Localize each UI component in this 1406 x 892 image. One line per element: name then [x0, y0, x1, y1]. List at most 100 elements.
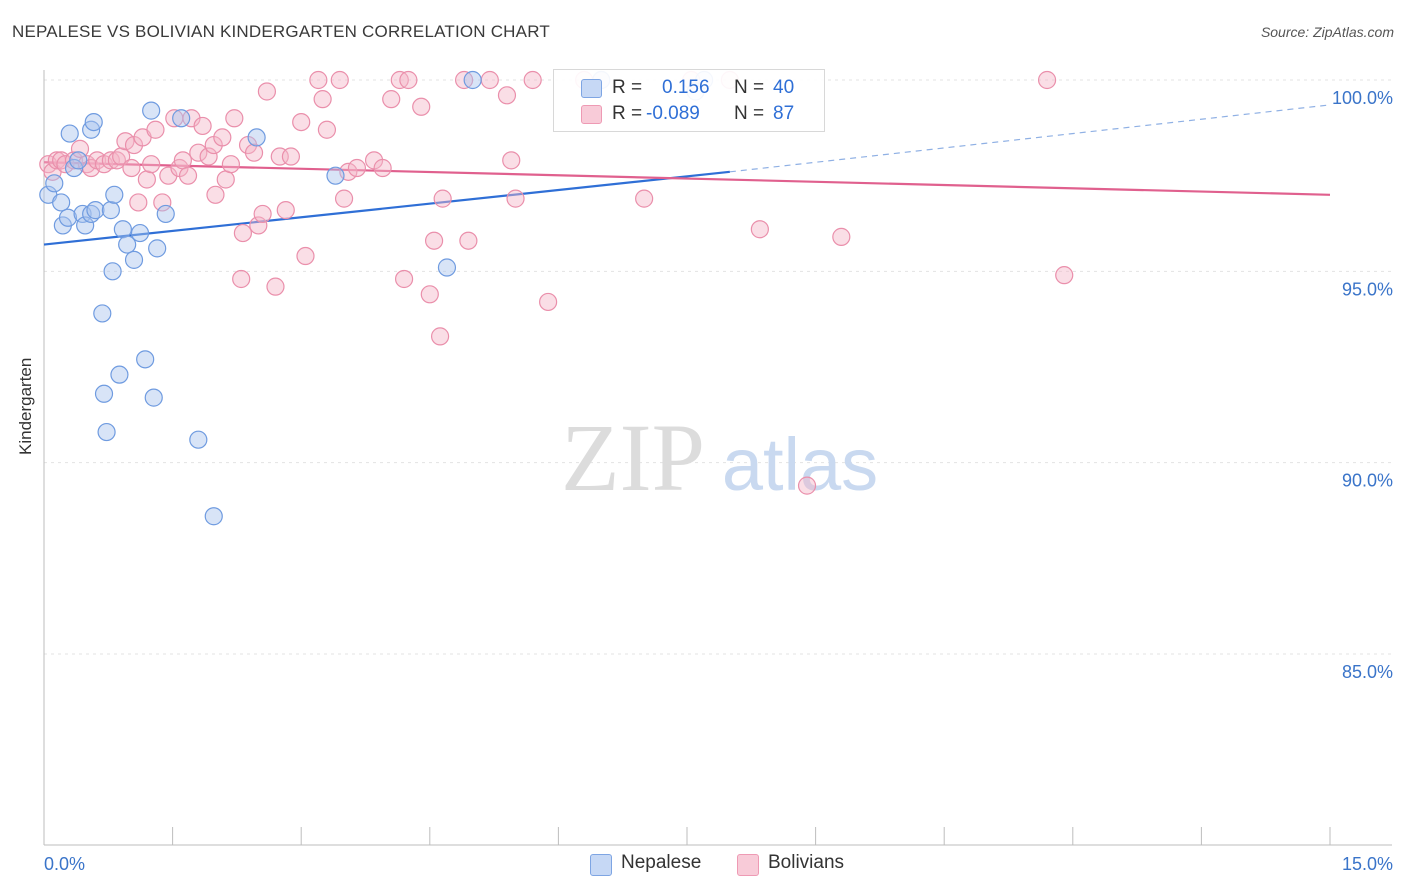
- bolivians-point: [276, 201, 295, 220]
- nepalese-point: [136, 350, 155, 369]
- bolivians-point: [253, 204, 272, 224]
- y-tick-label: 95.0%: [1342, 279, 1393, 299]
- nepalese-point: [156, 204, 175, 224]
- nepalese-trend-line: [43, 170, 730, 246]
- nepalese-point: [118, 235, 137, 254]
- bolivians-point: [750, 220, 769, 239]
- bolivians-point: [173, 151, 192, 170]
- nepalese-swatch: [581, 79, 602, 98]
- bolivians-trend-line: [43, 161, 1331, 196]
- bolivians-point: [497, 86, 517, 105]
- y-tick-label: 100.0%: [1332, 88, 1393, 108]
- bolivians-point: [281, 147, 301, 166]
- n-value: 87: [773, 103, 795, 124]
- nepalese-point: [52, 193, 71, 212]
- bolivians-point: [232, 269, 251, 289]
- bolivians-point: [101, 151, 120, 170]
- bolivians-point: [506, 189, 525, 208]
- x-tick-label-max: 15.0%: [1342, 854, 1393, 874]
- series-legend: Nepalese Bolivians: [0, 852, 1406, 878]
- bolivians-point: [430, 327, 450, 346]
- nepalese-point: [69, 151, 88, 170]
- legend-row-bolivians: R = -0.089 N = 87: [554, 101, 824, 127]
- nepalese-point: [97, 422, 116, 442]
- bolivians-point: [146, 120, 165, 139]
- bolivians-swatch: [581, 105, 602, 124]
- bolivians-point: [249, 216, 268, 235]
- nepalese-point: [76, 216, 95, 235]
- nepalese-point: [101, 201, 120, 220]
- x-tick-label-min: 0.0%: [44, 854, 85, 874]
- bolivians-point: [137, 170, 156, 189]
- nepalese-point: [204, 507, 223, 526]
- nepalese-point: [142, 101, 161, 120]
- legend-row-nepalese: R = 0.156 N = 40: [554, 75, 824, 101]
- bolivians-point: [225, 109, 244, 128]
- bolivians-point: [257, 82, 277, 101]
- watermark: ZIP atlas: [561, 404, 878, 511]
- bolivians-point: [221, 155, 240, 174]
- nepalese-point: [144, 388, 163, 407]
- bolivians-point: [424, 231, 444, 250]
- r-value: -0.089: [646, 103, 700, 124]
- tick-labels: 85.0% 90.0% 95.0% 100.0% 0.0% 15.0%: [44, 88, 1393, 874]
- watermark-zip: ZIP: [561, 404, 705, 511]
- watermark-atlas: atlas: [722, 423, 878, 506]
- bolivians-point: [480, 70, 499, 90]
- bolivians-point: [399, 70, 418, 90]
- nepalese-point: [110, 365, 129, 384]
- bolivians-point: [1055, 266, 1074, 285]
- bolivians-point: [420, 285, 439, 304]
- trend-lines: [43, 104, 1331, 246]
- bolivians-point: [523, 70, 542, 90]
- n-label: N =: [734, 103, 765, 124]
- r-label: R =: [612, 77, 643, 98]
- bolivians-point: [832, 227, 851, 246]
- bolivians-point: [412, 97, 431, 116]
- bolivians-point: [178, 166, 198, 185]
- nepalese-point: [172, 109, 191, 128]
- r-value: 0.156: [662, 77, 710, 98]
- bolivians-point: [334, 189, 354, 208]
- bolivians-point: [539, 292, 558, 312]
- nepalese-point: [124, 250, 144, 269]
- nepalese-point: [58, 208, 78, 227]
- bolivians-point: [373, 158, 392, 178]
- nepalese-point: [86, 201, 105, 220]
- nepalese-point: [130, 223, 150, 243]
- bolivians-point: [317, 120, 337, 139]
- n-label: N =: [734, 77, 765, 98]
- nepalese-point: [326, 166, 345, 185]
- grid-lines: [44, 79, 1392, 655]
- r-label: R =: [612, 103, 643, 124]
- bolivians-point: [213, 128, 232, 147]
- nepalese-point: [247, 128, 266, 147]
- bolivians-point: [309, 70, 328, 90]
- bolivians-point: [206, 185, 225, 204]
- bolivians-point: [266, 277, 285, 296]
- nepalese-point: [84, 112, 103, 132]
- source-label: Source: ZipAtlas.com: [1260, 24, 1394, 40]
- nepalese-point: [148, 239, 167, 258]
- bolivians-legend-swatch: [737, 854, 759, 876]
- bolivians-point: [142, 155, 161, 174]
- nepalese-legend-label: Nepalese: [621, 852, 702, 873]
- bolivians-point: [459, 231, 478, 250]
- y-tick-label: 90.0%: [1342, 471, 1393, 491]
- bolivians-point: [296, 246, 315, 266]
- nepalese-point: [93, 304, 112, 323]
- bolivians-point: [116, 132, 135, 151]
- bolivians-point: [394, 269, 414, 289]
- nepalese-legend-swatch: [590, 854, 612, 876]
- bolivians-point: [292, 112, 311, 132]
- bolivians-point: [433, 189, 452, 208]
- bolivians-point: [313, 90, 332, 109]
- bolivians-point: [193, 116, 212, 136]
- nepalese-point: [103, 262, 122, 281]
- data-points: [39, 70, 1074, 526]
- bolivians-point: [244, 143, 264, 162]
- y-axis-label: Kindergarten: [16, 357, 35, 455]
- nepalese-point: [94, 384, 114, 403]
- nepalese-point: [437, 258, 457, 277]
